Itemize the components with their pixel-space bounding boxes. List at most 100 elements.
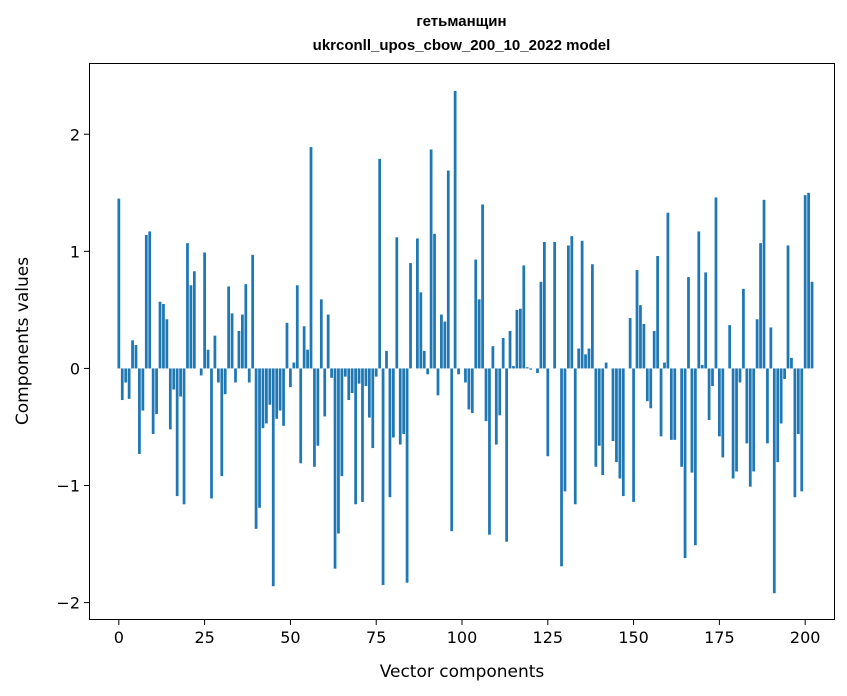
bar-167 — [690, 368, 694, 473]
bar-123 — [539, 281, 543, 369]
x-tick-label: 125 — [533, 628, 564, 647]
bar-139 — [594, 368, 598, 467]
bar-172 — [707, 368, 711, 420]
bar-97 — [450, 368, 454, 532]
y-tick-label: 1 — [70, 242, 80, 261]
bar-2 — [124, 368, 128, 383]
bar-104 — [474, 259, 478, 369]
bar-6 — [138, 368, 141, 454]
bar-115 — [512, 366, 515, 369]
chart-subtitle: ukrconll_upos_cbow_200_10_2022 model — [313, 37, 611, 54]
bar-129 — [560, 368, 563, 567]
bar-140 — [597, 368, 601, 446]
bar-92 — [433, 233, 436, 369]
bar-7 — [141, 368, 145, 411]
bar-72 — [364, 368, 368, 386]
bar-45 — [271, 368, 275, 587]
bar-10 — [151, 368, 155, 434]
bar-94 — [440, 314, 443, 369]
bar-25 — [203, 252, 206, 369]
bar-195 — [786, 245, 790, 369]
bar-57 — [313, 368, 316, 467]
bar-166 — [687, 277, 690, 369]
bar-120 — [529, 368, 533, 370]
bar-54 — [302, 326, 306, 369]
bar-103 — [470, 368, 474, 413]
bar-113 — [505, 368, 508, 542]
bar-147 — [621, 368, 625, 497]
bar-174 — [714, 197, 718, 369]
bar-13 — [162, 304, 165, 369]
bar-34 — [234, 368, 237, 383]
bar-158 — [659, 368, 663, 437]
bar-17 — [175, 368, 179, 497]
y-axis-ticks: −2 −1 0 1 2 — [56, 125, 90, 613]
bar-155 — [649, 368, 653, 409]
x-tick-label: 0 — [114, 628, 124, 647]
bar-130 — [563, 368, 567, 492]
bar-85 — [409, 263, 412, 369]
bar-1 — [120, 368, 124, 401]
bar-51 — [292, 362, 296, 369]
y-axis-label: Components values — [13, 257, 33, 425]
x-tick-label: 50 — [280, 628, 300, 647]
bar-201 — [807, 192, 810, 369]
bar-22 — [192, 271, 196, 369]
bar-65 — [340, 368, 344, 477]
bar-102 — [467, 368, 471, 410]
bar-56 — [309, 147, 313, 369]
bar-3 — [127, 368, 131, 399]
bar-162 — [673, 368, 677, 440]
bar-173 — [711, 368, 714, 386]
bar-134 — [577, 348, 581, 369]
bar-188 — [762, 199, 766, 369]
bar-184 — [748, 368, 752, 487]
bar-26 — [206, 349, 210, 369]
bar-144 — [611, 368, 615, 442]
bar-135 — [580, 240, 584, 369]
bar-12 — [158, 301, 162, 369]
bar-67 — [347, 368, 351, 401]
bar-90 — [426, 368, 430, 375]
bar-55 — [306, 349, 309, 369]
bar-133 — [573, 368, 577, 505]
bar-181 — [738, 368, 742, 383]
bar-62 — [330, 368, 333, 378]
bar-156 — [652, 330, 656, 369]
bar-63 — [333, 368, 337, 569]
bar-124 — [542, 241, 546, 369]
y-tick-label: 2 — [70, 125, 80, 144]
bar-168 — [693, 368, 697, 546]
bar-91 — [429, 149, 433, 369]
bar-193 — [779, 368, 783, 424]
bar-138 — [591, 264, 594, 369]
x-axis-label: Vector components — [380, 662, 545, 682]
y-tick-label: −1 — [56, 477, 80, 496]
bar-8 — [144, 234, 148, 369]
bar-175 — [718, 368, 721, 437]
bar-31 — [223, 368, 227, 395]
bar-106 — [481, 204, 484, 369]
bar-38 — [247, 368, 251, 383]
bar-42 — [261, 368, 265, 429]
bar-84 — [405, 368, 409, 583]
bar-182 — [742, 288, 745, 369]
bar-180 — [735, 368, 738, 472]
bar-191 — [772, 368, 776, 594]
bar-30 — [220, 368, 224, 477]
bar-146 — [618, 368, 622, 479]
bar-37 — [244, 284, 248, 369]
bar-189 — [766, 368, 769, 444]
bar-50 — [289, 368, 292, 388]
x-tick-label: 150 — [618, 628, 649, 647]
bar-71 — [361, 368, 364, 502]
bar-series — [117, 90, 814, 594]
bar-132 — [570, 236, 574, 369]
bar-19 — [182, 368, 186, 505]
bar-125 — [546, 368, 550, 457]
bar-79 — [388, 368, 392, 498]
bar-32 — [227, 286, 231, 369]
bar-27 — [210, 368, 213, 499]
bar-202 — [810, 281, 814, 369]
bar-95 — [443, 321, 447, 369]
